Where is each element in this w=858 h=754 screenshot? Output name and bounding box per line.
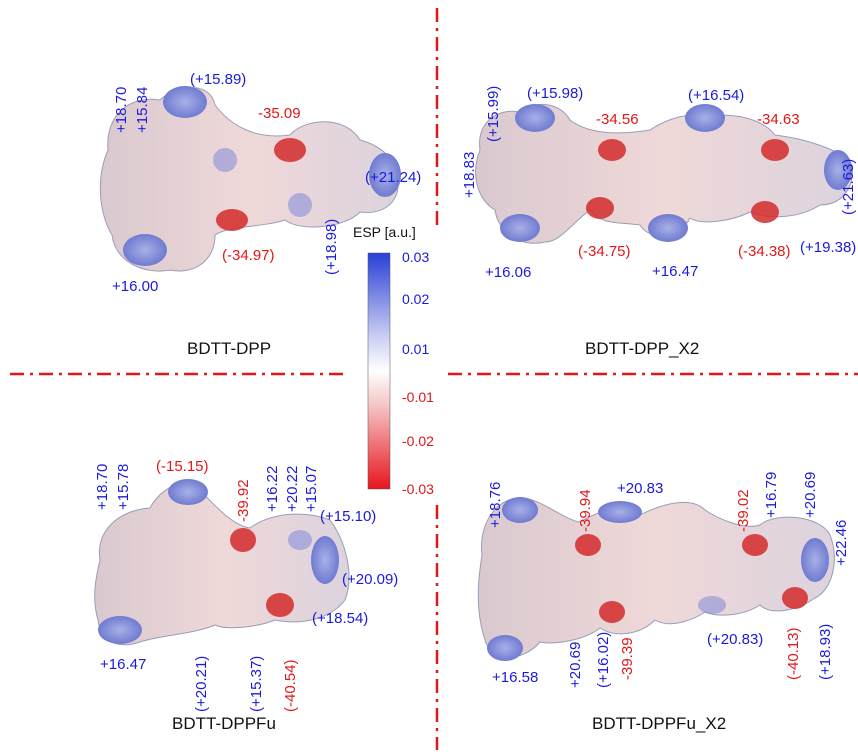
panel-title-bdtt-dppfu-x2: BDTT-DPPFu_X2	[592, 714, 726, 733]
esp-label: (+15.10)	[320, 508, 376, 525]
panel-dividers	[10, 8, 858, 750]
panel-title-bdtt-dpp: BDTT-DPP	[187, 339, 271, 358]
panel-title-bdtt-dpp-x2: BDTT-DPP_X2	[585, 339, 699, 358]
esp-label: +16.06	[485, 264, 531, 281]
esp-label: +16.58	[492, 669, 538, 686]
esp-label: +18.83	[461, 152, 478, 198]
esp-label: (+15.89)	[190, 71, 246, 88]
esp-label: (-40.13)	[785, 627, 802, 680]
esp-label: (+21.24)	[365, 169, 421, 186]
panel-title-bdtt-dppfu: BDTT-DPPFu	[172, 714, 276, 733]
esp-labels-bdtt-dppfu-x2: +18.76 -39.94 +20.83 -39.02 +16.79 +20.6…	[487, 472, 850, 688]
colorbar-title: ESP [a.u.]	[353, 224, 416, 240]
esp-label: (+20.21)	[193, 656, 210, 712]
esp-label: +20.22	[284, 466, 301, 512]
colorbar-tick: 0.01	[402, 341, 429, 357]
esp-label: +16.00	[112, 278, 158, 295]
esp-label: +20.69	[567, 642, 584, 688]
esp-label: (-34.38)	[738, 243, 791, 260]
colorbar-tick: 0.02	[402, 291, 429, 307]
esp-label: +15.07	[303, 466, 320, 512]
esp-colorbar: ESP [a.u.] 0.03 0.02 0.01 -0.01 -0.02 -0…	[353, 224, 434, 497]
esp-label: +18.70	[113, 87, 130, 133]
esp-label: (-15.15)	[156, 458, 209, 475]
molecule-surface-bdtt-dpp-x2	[475, 103, 853, 244]
esp-label: (+18.98)	[323, 219, 340, 275]
esp-label: +16.47	[652, 263, 698, 280]
esp-label: +16.47	[100, 656, 146, 673]
colorbar-gradient	[367, 252, 391, 490]
molecule-surface-bdtt-dppfu-x2	[477, 497, 835, 661]
esp-label: (+18.93)	[817, 624, 834, 680]
molecule-surface-bdtt-dpp	[99, 86, 401, 272]
esp-label: (+16.02)	[595, 632, 612, 688]
colorbar-tick: -0.01	[402, 389, 434, 405]
esp-label: +20.83	[617, 480, 663, 497]
colorbar-tick: 0.03	[402, 249, 429, 265]
molecule-surface-bdtt-dppfu	[94, 479, 350, 646]
esp-label: -34.63	[757, 111, 800, 128]
esp-label: +16.79	[763, 472, 780, 518]
esp-label: -35.09	[258, 105, 301, 122]
esp-labels-bdtt-dppfu: +18.70 +15.78 (-15.15) -39.92 +16.22 +20…	[94, 458, 398, 712]
esp-label: +18.70	[94, 464, 111, 510]
esp-label: (+20.83)	[707, 631, 763, 648]
esp-label: (-34.97)	[222, 247, 275, 264]
esp-label: (+15.98)	[527, 85, 583, 102]
esp-label: +18.76	[487, 482, 504, 528]
esp-label: -34.56	[596, 111, 639, 128]
esp-label: (-34.75)	[578, 243, 631, 260]
esp-label: (+15.37)	[248, 656, 265, 712]
colorbar-tick: -0.02	[402, 433, 434, 449]
esp-label: (+16.54)	[688, 87, 744, 104]
esp-label: (-40.54)	[282, 659, 299, 712]
esp-labels-bdtt-dpp: +18.70 +15.84 (+15.89) -35.09 (+21.24) (…	[112, 71, 421, 295]
esp-label: -39.39	[619, 637, 636, 680]
esp-label: (+19.38)	[800, 239, 856, 256]
esp-label: -39.92	[235, 479, 252, 522]
esp-label: (+21.63)	[840, 159, 857, 215]
esp-label: (+20.09)	[342, 571, 398, 588]
esp-label: +16.22	[264, 466, 281, 512]
esp-label: -39.02	[735, 489, 752, 532]
esp-label: +15.78	[115, 464, 132, 510]
esp-label: +20.69	[802, 472, 819, 518]
esp-label: -39.94	[577, 489, 594, 532]
esp-label: (+18.54)	[312, 610, 368, 627]
esp-label: +22.46	[833, 520, 850, 566]
esp-label: +15.84	[134, 87, 151, 133]
esp-label: (+15.99)	[485, 86, 502, 142]
esp-labels-bdtt-dpp-x2: +18.83 (+15.99) (+15.98) -34.56 (+16.54)…	[461, 85, 857, 281]
colorbar-tick: -0.03	[402, 481, 434, 497]
